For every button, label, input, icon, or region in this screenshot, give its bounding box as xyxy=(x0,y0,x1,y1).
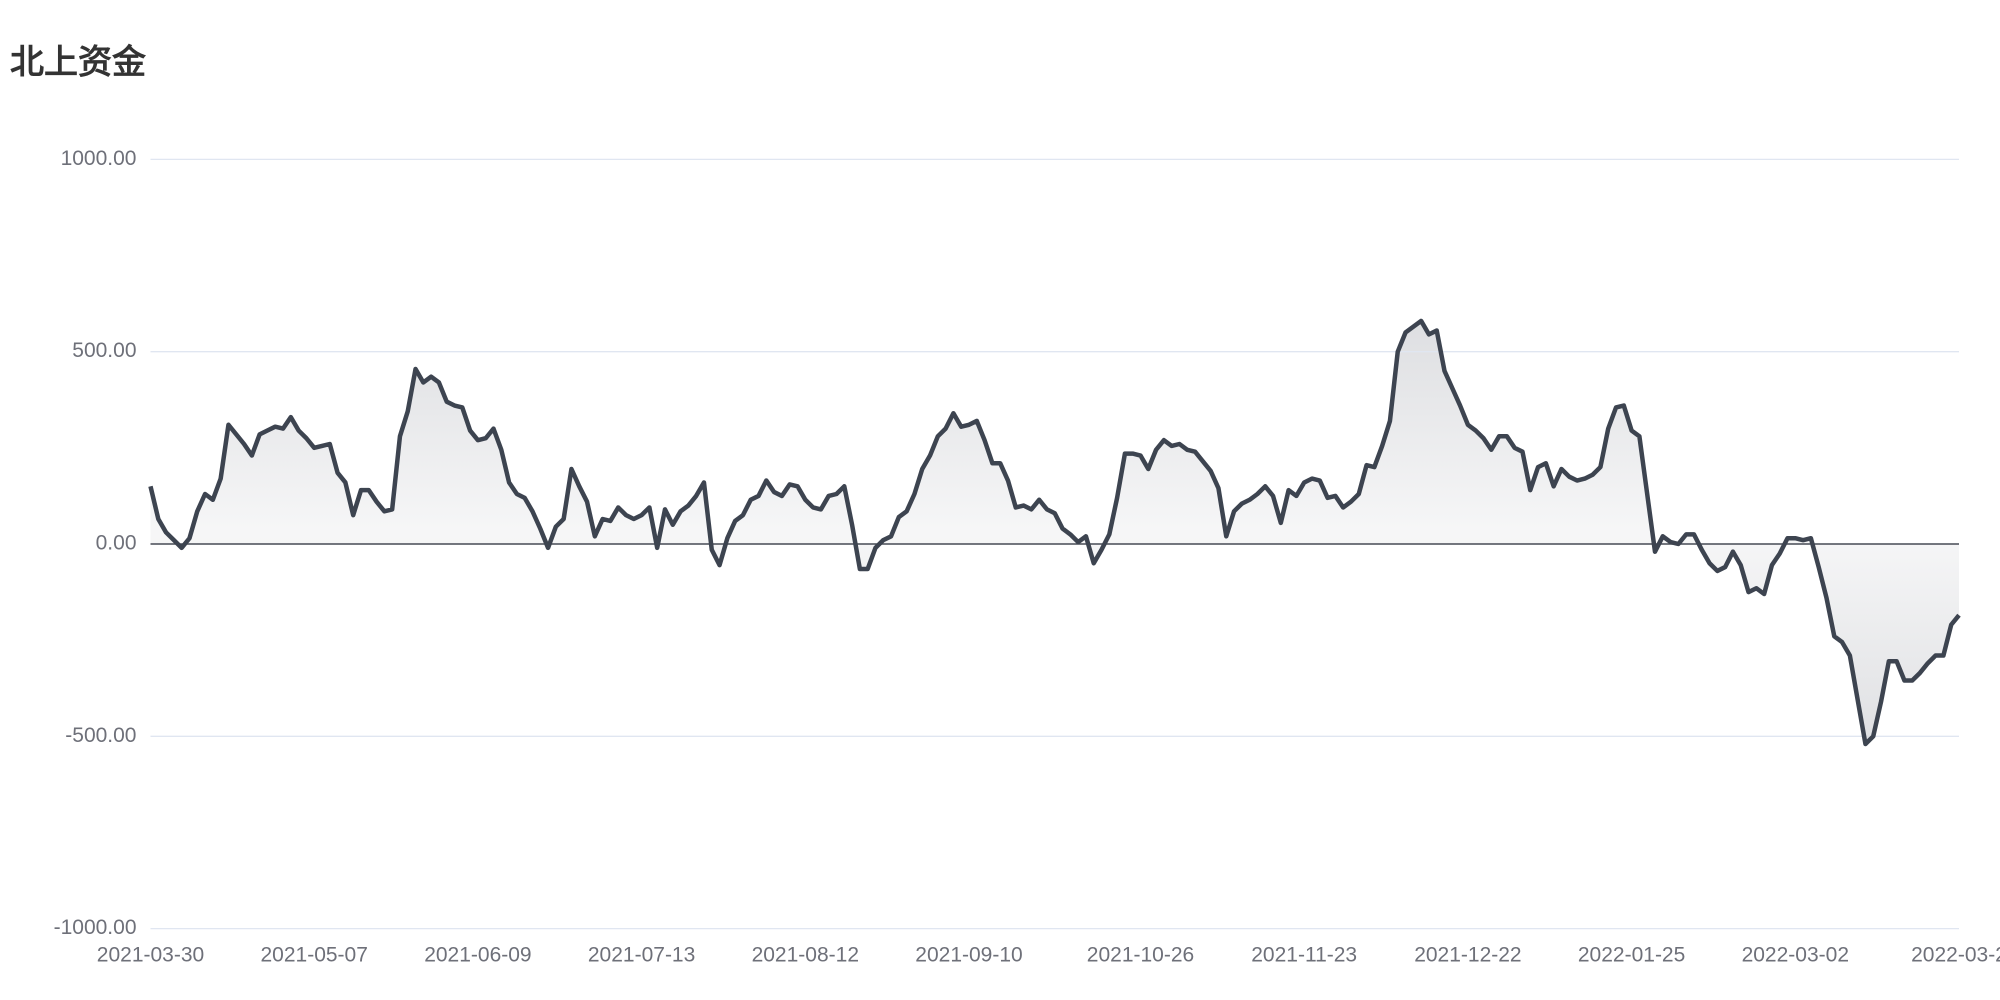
x-tick-label: 2022-01-25 xyxy=(1578,944,1685,967)
y-tick-label: 1000.00 xyxy=(61,147,137,170)
y-tick-label: 0.00 xyxy=(96,532,137,555)
y-tick-label: -1000.00 xyxy=(54,916,137,939)
x-tick-label: 2021-11-23 xyxy=(1251,944,1357,967)
x-tick-label: 2021-10-26 xyxy=(1087,944,1194,967)
x-tick-label: 2021-05-07 xyxy=(260,944,367,967)
x-tick-label: 2021-08-12 xyxy=(752,944,859,967)
x-tick-label: 2022-03-2 xyxy=(1911,944,2000,967)
x-tick-label: 2021-06-09 xyxy=(424,944,531,967)
y-tick-label: -500.00 xyxy=(65,724,136,747)
x-tick-label: 2022-03-02 xyxy=(1742,944,1849,967)
chart-title: 北上资金 xyxy=(10,43,147,83)
y-tick-label: 500.00 xyxy=(72,339,136,362)
x-tick-label: 2021-09-10 xyxy=(915,944,1022,967)
area-fill xyxy=(150,320,1959,744)
x-tick-label: 2021-07-13 xyxy=(588,944,695,967)
line-series xyxy=(148,318,1961,747)
x-tick-label: 2021-03-30 xyxy=(97,944,204,967)
x-tick-label: 2021-12-22 xyxy=(1414,944,1521,967)
